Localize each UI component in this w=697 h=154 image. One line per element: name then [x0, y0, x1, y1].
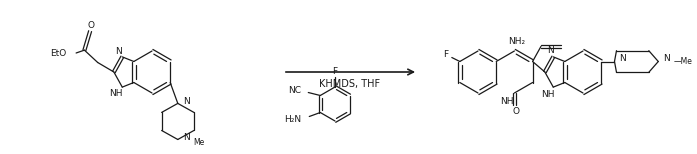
Text: N: N	[183, 133, 190, 142]
Text: F: F	[332, 67, 337, 75]
Text: N: N	[547, 46, 553, 55]
Text: NH: NH	[542, 90, 555, 99]
Text: N: N	[620, 54, 626, 63]
Text: NC: NC	[289, 86, 301, 95]
Text: H₂N: H₂N	[284, 115, 301, 124]
Text: KHMDS, THF: KHMDS, THF	[319, 79, 381, 89]
Text: —Me: —Me	[673, 57, 692, 66]
Text: F: F	[443, 50, 448, 59]
Text: N: N	[183, 97, 190, 106]
Text: EtO: EtO	[50, 49, 66, 57]
Text: NH: NH	[109, 89, 123, 98]
Text: NH: NH	[500, 97, 513, 105]
Text: N: N	[115, 47, 122, 56]
Text: NH₂: NH₂	[508, 36, 525, 45]
Text: N: N	[664, 54, 670, 63]
Text: O: O	[88, 21, 95, 30]
Text: Me: Me	[193, 138, 204, 147]
Text: O: O	[513, 107, 520, 116]
